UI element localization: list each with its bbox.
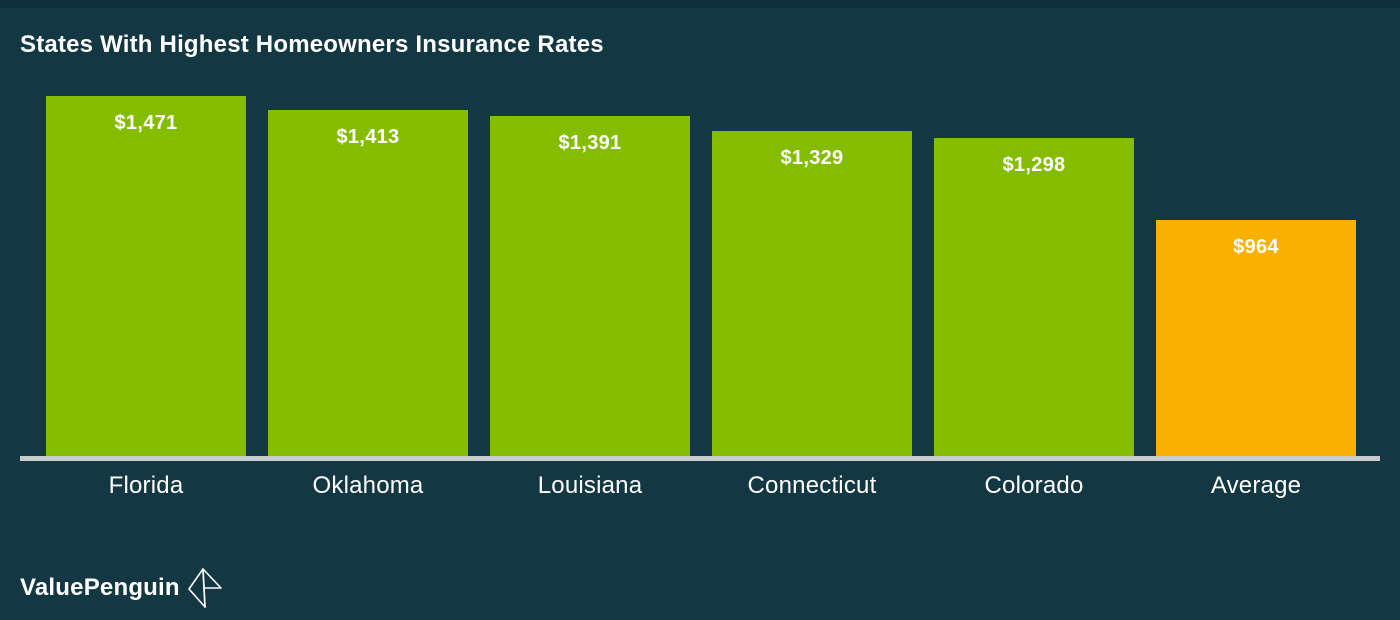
logo-text: ValuePenguin (20, 574, 180, 601)
category-label-louisiana: Louisiana (537, 472, 643, 499)
chart-title: States With Highest Homeowners Insurance… (20, 31, 604, 58)
bar-value-label: $964 (1233, 236, 1279, 258)
category-label-florida: Florida (108, 472, 184, 499)
bar-oklahoma: $1,413 (268, 110, 468, 456)
bar-value-label: $1,298 (1002, 154, 1066, 176)
top-edge-strip (0, 0, 1400, 8)
x-axis-line (20, 456, 1380, 461)
category-label-oklahoma: Oklahoma (312, 472, 424, 499)
bar-value-label: $1,329 (780, 147, 844, 169)
valuepenguin-logo: ValuePenguin (20, 566, 225, 610)
category-label-colorado: Colorado (984, 472, 1084, 499)
bar-connecticut: $1,329 (712, 131, 912, 456)
category-labels: Florida Oklahoma Louisiana Connecticut Color… (46, 472, 1356, 500)
bar-colorado: $1,298 (934, 138, 1134, 456)
category-label-average: Average (1210, 472, 1302, 499)
bar-value-label: $1,471 (114, 112, 178, 134)
bar-louisiana: $1,391 (490, 116, 690, 456)
bar-florida: $1,471 (46, 96, 246, 456)
bar-value-label: $1,391 (558, 132, 622, 154)
penguin-origami-icon (187, 566, 225, 610)
bar-value-label: $1,413 (336, 126, 400, 148)
bar-average: $964 (1156, 220, 1356, 456)
category-label-connecticut: Connecticut (747, 472, 877, 499)
bars: $1,471 $1,413 $1,391 $1,329 $1,298 $964 (46, 96, 1356, 456)
